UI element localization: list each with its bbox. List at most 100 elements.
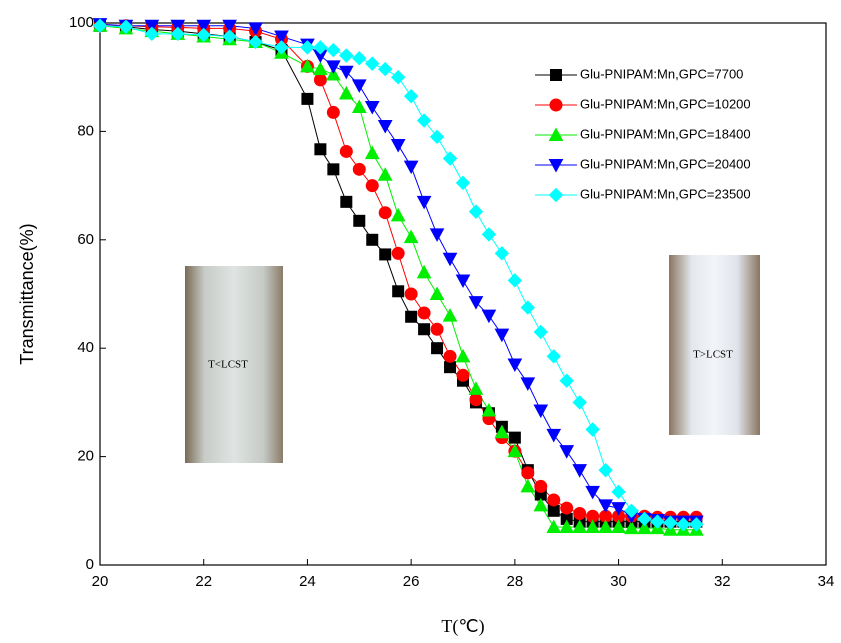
- marker: [144, 26, 160, 42]
- legend-label: Glu-PNIPAM:Mn,GPC=7700: [580, 66, 743, 81]
- marker: [534, 479, 548, 493]
- marker: [326, 105, 340, 119]
- marker: [547, 504, 560, 517]
- marker: [431, 342, 444, 355]
- marker: [559, 519, 575, 534]
- marker: [429, 286, 445, 300]
- marker: [611, 484, 626, 500]
- marker: [144, 19, 160, 34]
- x-axis-label: T(℃): [441, 616, 484, 637]
- x-tick-label: 28: [507, 573, 524, 590]
- marker: [598, 499, 613, 513]
- marker: [364, 101, 380, 115]
- marker: [444, 361, 457, 374]
- marker: [416, 195, 432, 210]
- marker: [676, 517, 691, 532]
- marker: [611, 519, 626, 534]
- marker: [300, 40, 315, 55]
- marker: [403, 160, 419, 175]
- marker: [494, 328, 510, 343]
- x-tick-label: 24: [299, 573, 316, 590]
- marker: [378, 206, 392, 220]
- marker: [585, 519, 600, 534]
- marker: [353, 214, 366, 227]
- marker: [338, 85, 354, 100]
- legend-label: Glu-PNIPAM:Mn,GPC=23500: [580, 186, 751, 201]
- marker: [403, 229, 419, 244]
- marker: [585, 422, 600, 437]
- x-tick-label: 20: [92, 573, 109, 590]
- y-tick-label: 60: [77, 231, 94, 248]
- marker: [611, 502, 626, 516]
- marker: [92, 18, 108, 33]
- legend-marker: [549, 98, 563, 112]
- marker: [572, 519, 588, 534]
- marker: [351, 79, 367, 93]
- marker: [429, 228, 445, 242]
- x-tick-label: 26: [403, 573, 420, 590]
- marker: [533, 324, 548, 340]
- marker: [352, 51, 367, 66]
- marker: [598, 462, 613, 478]
- y-tick-label: 80: [77, 122, 94, 139]
- marker: [301, 92, 314, 105]
- marker: [533, 497, 549, 512]
- marker: [442, 308, 458, 322]
- marker: [366, 233, 379, 246]
- x-tick-label: 34: [818, 573, 835, 590]
- annotation: T<LCST: [208, 359, 248, 371]
- marker: [326, 66, 341, 81]
- marker: [520, 300, 536, 315]
- marker: [313, 73, 327, 87]
- marker: [494, 424, 510, 439]
- marker: [417, 306, 431, 320]
- marker: [469, 393, 483, 407]
- marker: [313, 61, 328, 76]
- marker: [418, 323, 431, 336]
- marker: [274, 30, 289, 45]
- marker: [326, 60, 341, 74]
- plot-frame: [99, 22, 827, 566]
- marker: [405, 310, 418, 323]
- marker: [392, 285, 405, 298]
- marker: [481, 309, 497, 324]
- marker: [416, 264, 432, 279]
- legend-label: Glu-PNIPAM:Mn,GPC=10200: [580, 96, 751, 111]
- marker: [377, 167, 393, 181]
- marker: [559, 373, 574, 388]
- marker: [559, 445, 575, 459]
- legend-marker: [548, 159, 564, 173]
- marker: [364, 145, 380, 160]
- marker: [196, 19, 212, 34]
- marker: [455, 274, 471, 288]
- y-tick-label: 0: [86, 556, 94, 573]
- marker: [351, 99, 367, 114]
- marker: [340, 195, 353, 208]
- marker: [481, 227, 497, 242]
- y-tick-label: 100: [69, 14, 94, 31]
- marker: [468, 204, 484, 219]
- marker: [456, 368, 470, 382]
- legend-marker: [548, 187, 564, 203]
- x-tick-label: 32: [714, 573, 731, 590]
- marker: [442, 151, 458, 166]
- marker: [624, 503, 639, 519]
- marker: [222, 19, 237, 34]
- marker: [404, 287, 418, 301]
- marker: [650, 514, 665, 529]
- marker: [520, 478, 536, 493]
- marker: [443, 349, 457, 363]
- marker: [598, 519, 613, 534]
- marker: [547, 493, 561, 507]
- marker: [508, 431, 521, 444]
- marker: [300, 58, 315, 73]
- y-axis-label: Transmittance(%): [17, 223, 37, 364]
- marker: [481, 402, 497, 417]
- marker: [377, 119, 393, 134]
- y-tick-label: 20: [77, 448, 94, 465]
- marker: [494, 246, 510, 261]
- x-tick-label: 30: [610, 573, 627, 590]
- marker: [339, 48, 354, 63]
- marker: [429, 129, 445, 145]
